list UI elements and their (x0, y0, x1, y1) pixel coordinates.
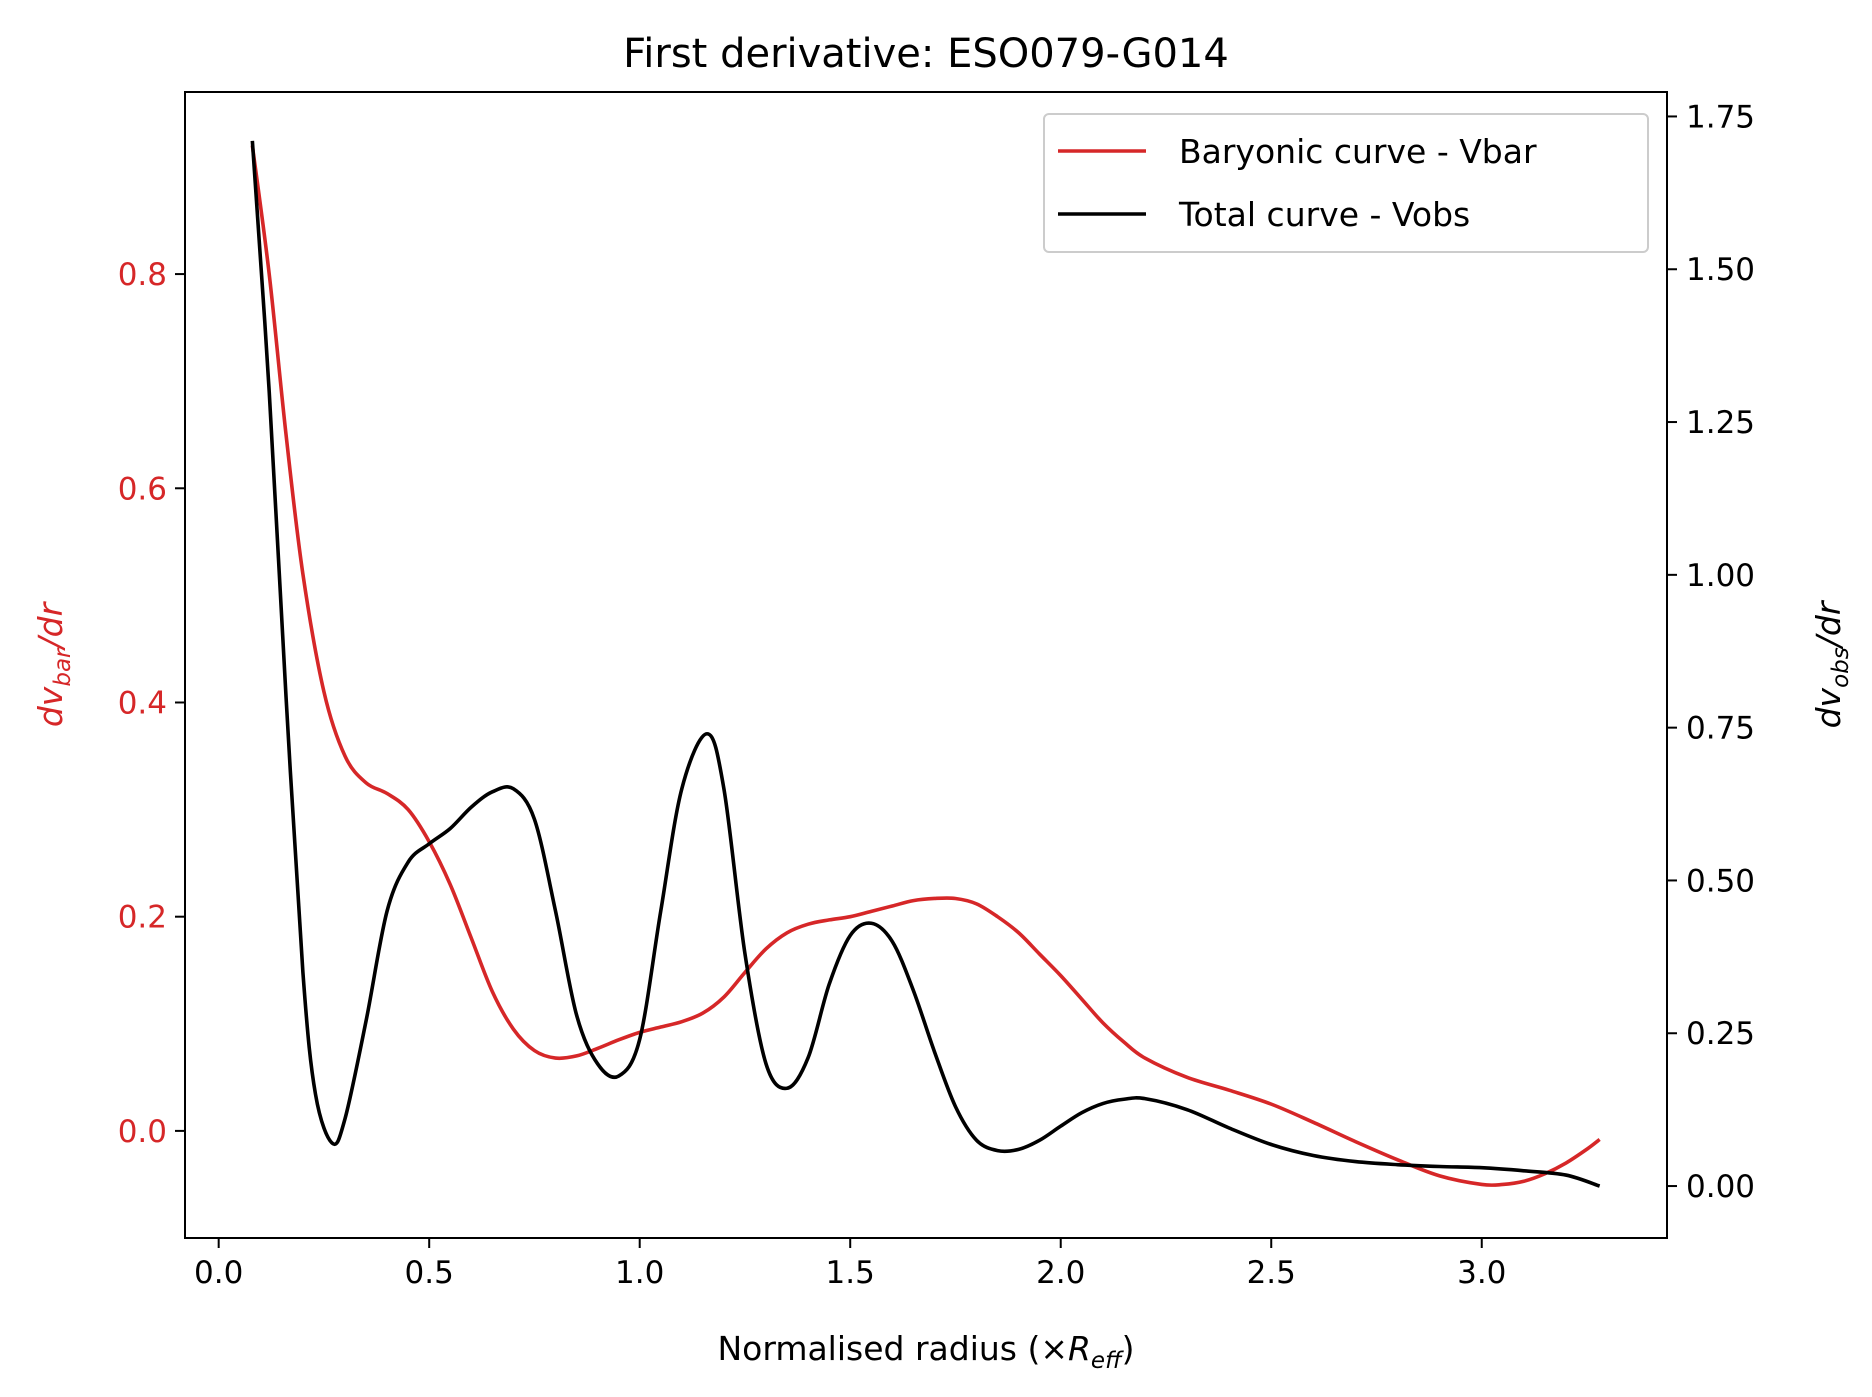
x-axis-label: Normalised radius (×Reff) (717, 1329, 1134, 1374)
x-axis-label-r: R (1068, 1329, 1091, 1368)
y-right-tick-label: 1.75 (1686, 99, 1755, 135)
plot-frame (184, 91, 1668, 1239)
plot-layer (250, 140, 1601, 1188)
y-right-label-pre: dv (1809, 687, 1848, 728)
y-right-tick-label: 0.25 (1686, 1016, 1755, 1052)
y-right-tick-label: 1.00 (1686, 558, 1755, 594)
y-left-tick-label: 0.2 (118, 900, 167, 936)
y-right-tick-label: 0.75 (1686, 711, 1755, 747)
legend-label: Baryonic curve - Vbar (1179, 132, 1537, 171)
y-left-label-sub: bar (50, 647, 76, 687)
y-left-tick-label: 0.0 (118, 1114, 167, 1150)
y-right-tick-label: 1.25 (1686, 405, 1755, 441)
x-tick-label: 2.0 (1036, 1255, 1085, 1291)
x-axis-label-main: Normalised radius (× (717, 1329, 1068, 1368)
y-right-label-post: /dr (1809, 599, 1848, 650)
series-line-total (250, 140, 1601, 1188)
y-left-label-pre: dv (31, 686, 70, 727)
x-tick-label: 2.5 (1247, 1255, 1296, 1291)
y-left-tick-label: 0.4 (118, 685, 167, 721)
y-left-tick-label: 0.6 (118, 471, 167, 507)
y-right-tick-label: 0.50 (1686, 863, 1755, 899)
y-right-tick-label: 0.00 (1686, 1169, 1755, 1205)
y-right-tick-label: 1.50 (1686, 252, 1755, 288)
x-tick-label: 0.0 (194, 1255, 243, 1291)
x-tick-label: 0.5 (405, 1255, 454, 1291)
y-right-label-sub: obs (1828, 647, 1854, 688)
x-tick-label: 1.5 (826, 1255, 875, 1291)
y-right-axis-label: dvobs/dr (1809, 599, 1854, 728)
y-left-label-post: /dr (31, 600, 70, 651)
axes-layer: 0.0 0.5 1.0 1.5 2.0 2.5 3.0 0.0 0.2 0.4 0.6 0.8 0.00… (31, 91, 1854, 1374)
legend-label: Total curve - Vobs (1178, 195, 1470, 234)
chart-title: First derivative: ESO079-G014 (623, 31, 1229, 77)
y-left-axis-label: dvbar/dr (31, 600, 76, 727)
x-tick-label: 3.0 (1457, 1255, 1506, 1291)
series-line-baryonic (250, 145, 1601, 1188)
legend: Baryonic curve - Vbar Total curve - Vobs (1043, 113, 1649, 253)
x-axis-label-sub: eff (1091, 1348, 1124, 1374)
legend-box (1043, 113, 1649, 253)
x-axis-label-end: ) (1122, 1329, 1135, 1368)
y-left-tick-label: 0.8 (118, 257, 167, 293)
x-tick-label: 1.0 (615, 1255, 664, 1291)
